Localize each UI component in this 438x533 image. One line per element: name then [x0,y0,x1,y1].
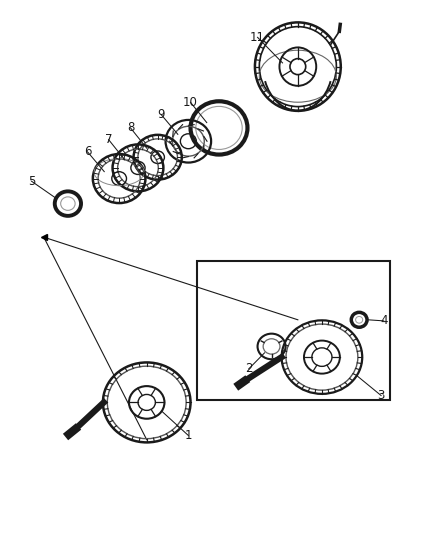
Text: 5: 5 [28,175,35,188]
Text: 4: 4 [380,314,388,327]
Text: 3: 3 [378,389,385,402]
Text: 1: 1 [184,429,192,442]
Text: 11: 11 [250,31,265,44]
Text: 6: 6 [84,146,92,158]
Text: 9: 9 [157,108,165,121]
Bar [197,261,390,400]
Text: 2: 2 [245,362,253,375]
Text: 7: 7 [105,133,113,146]
Text: 8: 8 [127,122,134,134]
Text: 10: 10 [183,96,198,109]
